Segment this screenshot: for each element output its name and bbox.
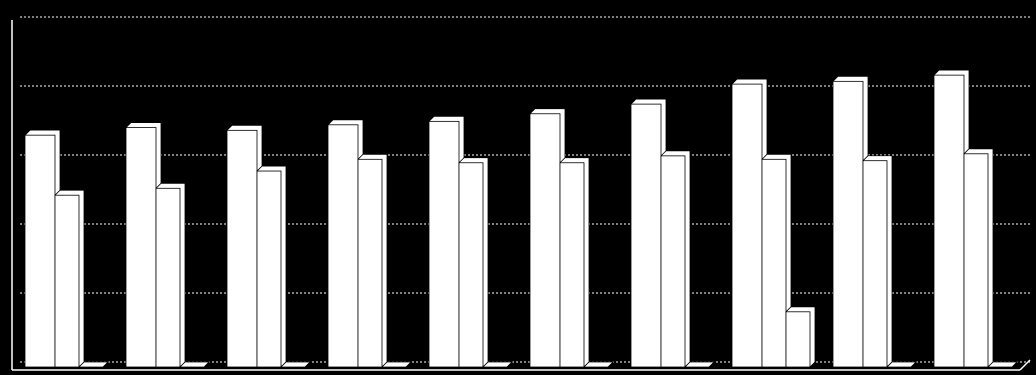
bar (529, 108, 566, 368)
bar-face (78, 361, 109, 368)
bar (583, 361, 614, 368)
bar-face (327, 124, 359, 368)
bar-face (280, 361, 311, 368)
bar-face (24, 134, 56, 368)
bar-face (583, 361, 614, 368)
bar (862, 155, 893, 368)
bar (660, 150, 691, 368)
bar-face (761, 158, 787, 368)
bar (256, 165, 287, 368)
bar-face (458, 162, 484, 368)
bar-face (933, 74, 965, 368)
bar (761, 153, 792, 368)
bar (54, 189, 85, 368)
bar (684, 361, 715, 368)
bar-face (54, 194, 80, 368)
bar-face (731, 83, 763, 368)
bar-face (428, 120, 460, 368)
bar-face (684, 361, 715, 368)
bar (179, 361, 210, 368)
bar-face (226, 129, 258, 368)
bar (963, 148, 994, 368)
bar-face (785, 311, 811, 368)
bar-face (381, 361, 412, 368)
bar (785, 306, 816, 368)
bar (78, 361, 109, 368)
bar (630, 98, 667, 368)
bar-face (559, 162, 585, 368)
bar (155, 182, 186, 368)
bar (357, 153, 388, 368)
bar-face (886, 361, 917, 368)
bar-face (987, 361, 1018, 368)
bar (280, 361, 311, 368)
bar-face (660, 155, 686, 368)
bar (987, 361, 1018, 368)
bar (458, 157, 489, 368)
bar (381, 361, 412, 368)
bar (482, 361, 513, 368)
bar-face (357, 158, 383, 368)
bar-face (832, 80, 864, 368)
bar (731, 78, 768, 368)
bar-face (125, 127, 157, 368)
bar-face (179, 361, 210, 368)
bar (886, 361, 917, 368)
bar-face (630, 103, 662, 368)
bar-face (862, 160, 888, 368)
bar (933, 69, 970, 368)
bar-face (529, 113, 561, 368)
bar-face (256, 170, 282, 368)
bar-face (155, 187, 181, 368)
bar (226, 124, 263, 368)
bar (559, 157, 590, 368)
bar (832, 75, 869, 368)
bar-face (963, 153, 989, 368)
bar-face (482, 361, 513, 368)
bar (428, 115, 465, 368)
